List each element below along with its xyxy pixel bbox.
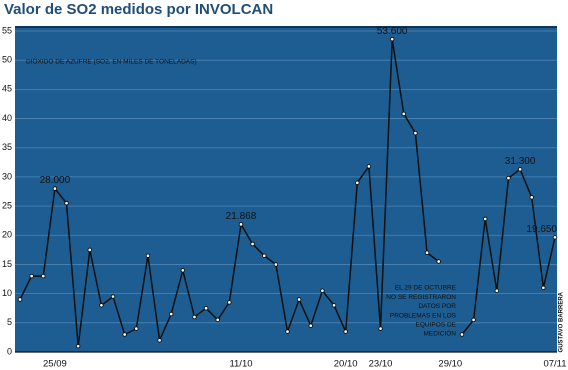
y-tick-label: 15 <box>2 259 12 269</box>
point <box>436 259 441 264</box>
point <box>203 305 209 311</box>
x-tick-label: 11/10 <box>229 359 252 370</box>
y-tick-label: 10 <box>2 288 12 298</box>
chart-title: Valor de SO2 medidos por INVOLCAN <box>4 1 273 18</box>
point <box>64 200 69 206</box>
point <box>552 235 558 240</box>
point <box>227 300 232 305</box>
value-label: 28.000 <box>40 175 71 186</box>
annotation: MEDICIÓN <box>424 329 457 338</box>
annotation: DATOS POR <box>418 303 456 310</box>
y-tick-label: 20 <box>2 230 12 240</box>
credit: GUSTAVO BARRERA <box>559 291 565 352</box>
point <box>296 297 302 302</box>
point <box>366 164 372 169</box>
value-label: 19.650 <box>526 224 557 235</box>
point <box>238 222 244 227</box>
y-tick-label: 5 <box>7 317 12 327</box>
point <box>41 273 46 279</box>
point <box>99 303 104 308</box>
point <box>157 338 162 343</box>
point <box>261 253 267 258</box>
point <box>17 297 23 302</box>
y-tick-label: 50 <box>2 55 12 65</box>
y-tick-label: 45 <box>2 84 12 94</box>
point <box>482 216 488 222</box>
point <box>506 175 511 181</box>
point <box>168 311 174 317</box>
point <box>273 262 279 267</box>
x-tick-label: 25/09 <box>43 359 67 370</box>
point <box>180 268 186 273</box>
point <box>250 241 255 247</box>
y-tick-label: 0 <box>7 346 12 356</box>
point <box>122 332 127 337</box>
point <box>343 329 348 334</box>
annotation: NO SE REGISTRARON <box>386 294 456 301</box>
point <box>471 317 476 323</box>
point <box>29 273 34 279</box>
y-tick-label: 55 <box>2 25 12 35</box>
point <box>517 167 523 172</box>
point <box>87 247 93 253</box>
point <box>541 285 546 291</box>
x-tick-label: 07/11 <box>543 359 566 370</box>
point <box>52 186 58 191</box>
subtitle: DIÓXIDO DE AZUFRE (SO2, EN MILES DE TONE… <box>26 57 197 66</box>
y-tick-label: 30 <box>2 171 12 181</box>
x-tick-label: 20/10 <box>334 359 358 370</box>
point <box>320 288 325 293</box>
point <box>355 180 360 185</box>
point <box>285 329 290 334</box>
point <box>459 332 465 337</box>
x-tick-label: 29/10 <box>438 359 462 370</box>
point <box>308 323 314 328</box>
value-label: 53.600 <box>377 26 408 37</box>
point <box>424 250 430 256</box>
y-tick-label: 35 <box>2 142 12 152</box>
point <box>110 294 116 299</box>
point <box>401 111 407 117</box>
point <box>75 343 81 349</box>
x-tick-label: 23/10 <box>369 359 393 370</box>
point <box>378 326 383 331</box>
y-tick-label: 40 <box>2 113 12 123</box>
y-tick-label: 25 <box>2 200 12 210</box>
point <box>134 326 139 331</box>
annotation: PROBLEMAS EN LOS <box>390 312 457 319</box>
value-label: 21.868 <box>226 211 257 222</box>
value-label: 31.300 <box>505 156 536 167</box>
point <box>331 303 337 308</box>
point <box>389 36 395 42</box>
plot-area <box>15 27 557 352</box>
annotation: EQUIPOS DE <box>416 322 457 329</box>
point <box>494 288 500 293</box>
annotation: EL 29 DE OCTUBRE <box>395 285 457 292</box>
point <box>413 130 418 136</box>
point <box>215 317 220 323</box>
point <box>145 253 151 258</box>
point <box>192 314 197 320</box>
point <box>529 195 534 200</box>
